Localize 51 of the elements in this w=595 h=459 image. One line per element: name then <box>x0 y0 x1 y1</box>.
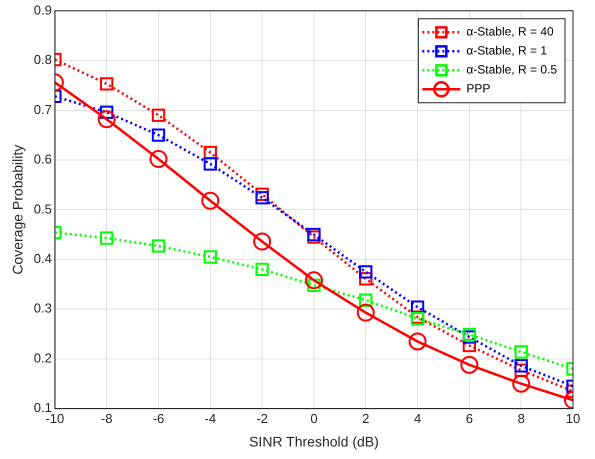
y-tick-label: 0.3 <box>34 300 52 316</box>
y-tick-label: 0.2 <box>34 350 52 366</box>
x-tick-label: 2 <box>362 410 370 426</box>
y-tick-label: 0.9 <box>34 2 52 18</box>
x-tick-label: -8 <box>100 410 112 426</box>
legend-label: α-Stable, R = 40 <box>466 24 554 39</box>
point <box>255 262 269 276</box>
point <box>514 359 528 372</box>
point <box>201 192 220 210</box>
point <box>150 150 168 168</box>
x-tick-label: -2 <box>256 410 268 426</box>
x-tick-label: 0 <box>310 410 318 426</box>
legend-label: α-Stable, R = 0.5 <box>466 62 558 77</box>
x-tick-label: 10 <box>566 410 580 426</box>
y-tick-label: 0.7 <box>34 102 52 117</box>
point <box>98 110 116 128</box>
point <box>255 191 269 204</box>
point <box>204 250 217 264</box>
x-tick-label: -4 <box>204 410 216 426</box>
point <box>460 356 478 374</box>
x-tick-label: 4 <box>414 410 422 426</box>
point <box>359 272 372 286</box>
y-axis-title: Coverage Probability <box>9 144 26 275</box>
point <box>152 128 166 142</box>
y-tick-label: 0.4 <box>34 251 52 266</box>
y-tick-label: 0.8 <box>34 52 52 68</box>
point <box>514 345 528 359</box>
x-tick-label: 8 <box>518 410 525 426</box>
point <box>359 265 372 279</box>
point <box>204 157 217 171</box>
point <box>152 239 166 253</box>
point <box>304 271 323 290</box>
point <box>512 374 530 393</box>
x-tick-label: 6 <box>466 410 473 426</box>
point <box>100 231 114 245</box>
x-tick-label: -6 <box>152 410 164 426</box>
point <box>307 228 321 242</box>
point <box>253 232 272 251</box>
point <box>408 332 427 350</box>
point <box>204 146 217 160</box>
point <box>462 328 476 342</box>
point <box>100 77 114 91</box>
y-tick-label: 0.5 <box>34 201 52 216</box>
point <box>100 106 114 119</box>
legend-label: PPP <box>466 82 490 96</box>
x-axis-title: SINR Threshold (dB) <box>249 433 379 450</box>
point <box>356 304 375 322</box>
legend-label: α-Stable, R = 1 <box>466 44 548 58</box>
point <box>152 108 166 122</box>
point <box>359 294 372 307</box>
y-tick-label: 0.6 <box>34 152 52 167</box>
